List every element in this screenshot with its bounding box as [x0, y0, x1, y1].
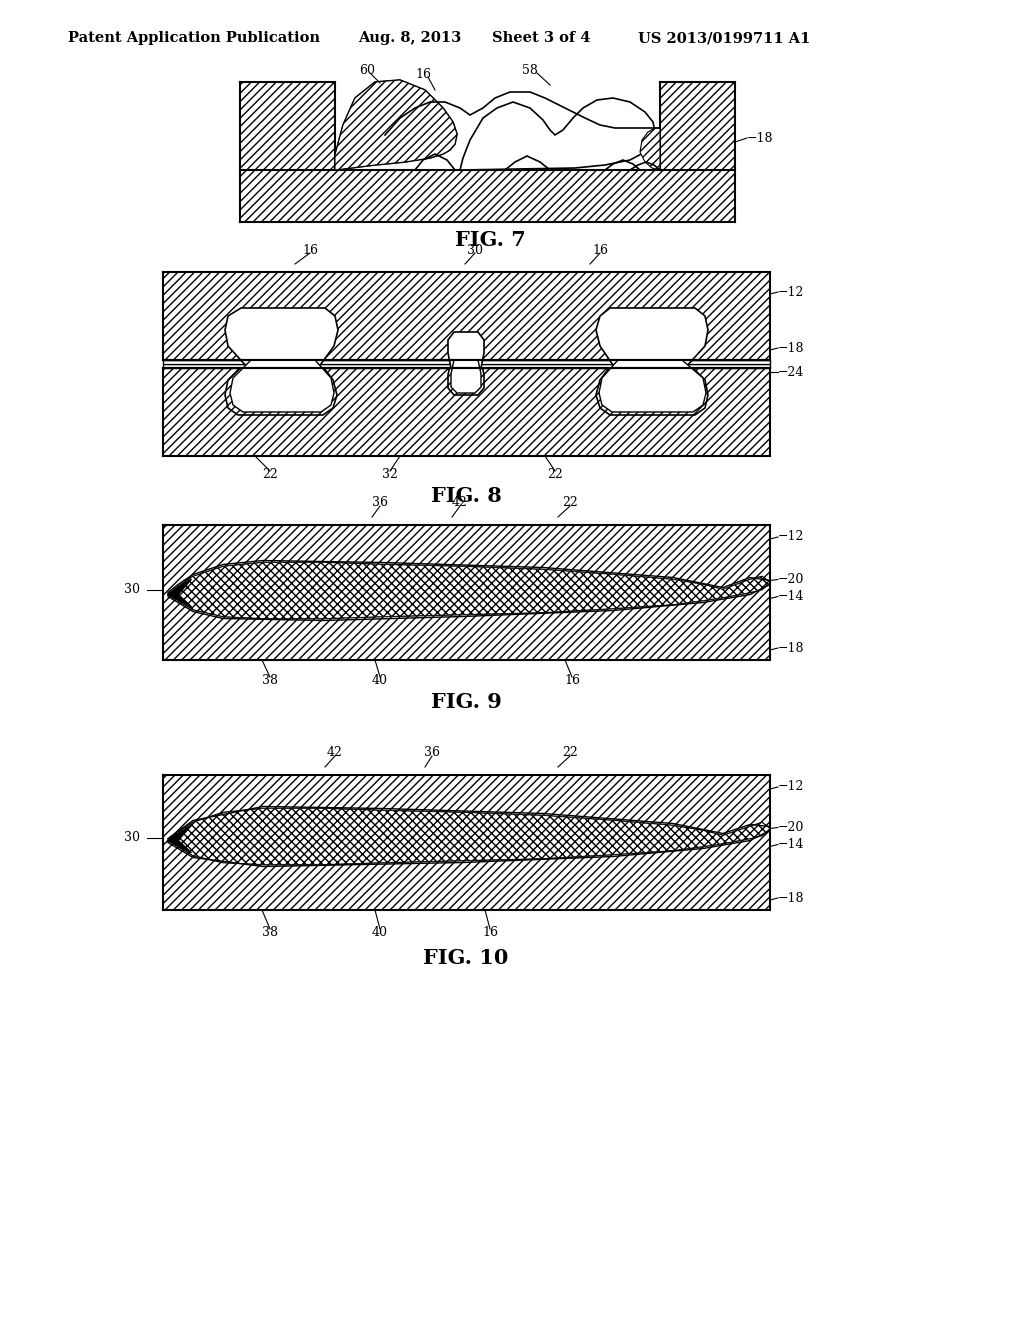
- Bar: [163, 360, 770, 368]
- Polygon shape: [168, 579, 191, 606]
- Text: −12: −12: [778, 780, 805, 793]
- Text: −12: −12: [778, 531, 805, 544]
- Polygon shape: [230, 360, 334, 412]
- Text: −20: −20: [778, 821, 805, 834]
- Bar: [240, 82, 335, 222]
- Polygon shape: [335, 81, 457, 170]
- Text: Patent Application Publication: Patent Application Publication: [68, 30, 319, 45]
- Text: Aug. 8, 2013: Aug. 8, 2013: [358, 30, 461, 45]
- Polygon shape: [599, 360, 706, 412]
- Text: −18: −18: [746, 132, 773, 144]
- Polygon shape: [168, 808, 770, 865]
- Polygon shape: [168, 825, 191, 853]
- Polygon shape: [451, 360, 481, 393]
- Text: 32: 32: [382, 467, 398, 480]
- Text: FIG. 7: FIG. 7: [455, 230, 525, 249]
- Text: 36: 36: [424, 747, 440, 759]
- Text: 36: 36: [372, 496, 388, 510]
- Text: Sheet 3 of 4: Sheet 3 of 4: [492, 30, 591, 45]
- Text: −14: −14: [778, 590, 805, 603]
- Text: −18: −18: [778, 642, 805, 655]
- Text: 60: 60: [359, 63, 375, 77]
- Text: US 2013/0199711 A1: US 2013/0199711 A1: [638, 30, 810, 45]
- Text: 22: 22: [562, 747, 578, 759]
- Text: 16: 16: [415, 67, 431, 81]
- Text: 22: 22: [262, 467, 278, 480]
- Text: 16: 16: [592, 243, 608, 256]
- Polygon shape: [449, 360, 484, 395]
- Text: −18: −18: [778, 342, 805, 355]
- Polygon shape: [168, 808, 770, 865]
- Bar: [163, 368, 770, 455]
- Bar: [240, 170, 735, 222]
- Text: −20: −20: [778, 573, 805, 586]
- Text: 16: 16: [482, 925, 498, 939]
- Text: −18: −18: [778, 891, 805, 904]
- Bar: [660, 82, 735, 222]
- Polygon shape: [335, 81, 457, 170]
- Polygon shape: [168, 562, 770, 619]
- Text: 40: 40: [372, 925, 388, 939]
- Polygon shape: [640, 128, 660, 170]
- Polygon shape: [460, 98, 655, 170]
- Text: 16: 16: [564, 673, 580, 686]
- Bar: [163, 525, 770, 660]
- Text: 22: 22: [562, 496, 578, 510]
- Text: FIG. 8: FIG. 8: [431, 486, 502, 506]
- Bar: [335, 82, 660, 170]
- Text: 30: 30: [124, 583, 140, 597]
- Polygon shape: [168, 562, 770, 619]
- Text: 30: 30: [124, 832, 140, 843]
- Polygon shape: [596, 308, 708, 368]
- Polygon shape: [225, 308, 338, 368]
- Text: 42: 42: [452, 496, 468, 510]
- Text: 42: 42: [327, 747, 343, 759]
- Polygon shape: [225, 360, 337, 414]
- Text: FIG. 9: FIG. 9: [430, 692, 502, 711]
- Text: 16: 16: [302, 243, 318, 256]
- Text: 58: 58: [522, 63, 538, 77]
- Text: 30: 30: [467, 243, 483, 256]
- Text: −12: −12: [778, 285, 805, 298]
- Text: −24: −24: [778, 366, 805, 379]
- Text: FIG. 10: FIG. 10: [423, 948, 509, 968]
- Bar: [163, 775, 770, 909]
- Text: 38: 38: [262, 673, 278, 686]
- Text: −14: −14: [778, 838, 805, 851]
- Text: 22: 22: [547, 467, 563, 480]
- Polygon shape: [449, 333, 484, 368]
- Polygon shape: [596, 360, 708, 414]
- Text: 40: 40: [372, 673, 388, 686]
- Bar: [163, 272, 770, 360]
- Text: 38: 38: [262, 925, 278, 939]
